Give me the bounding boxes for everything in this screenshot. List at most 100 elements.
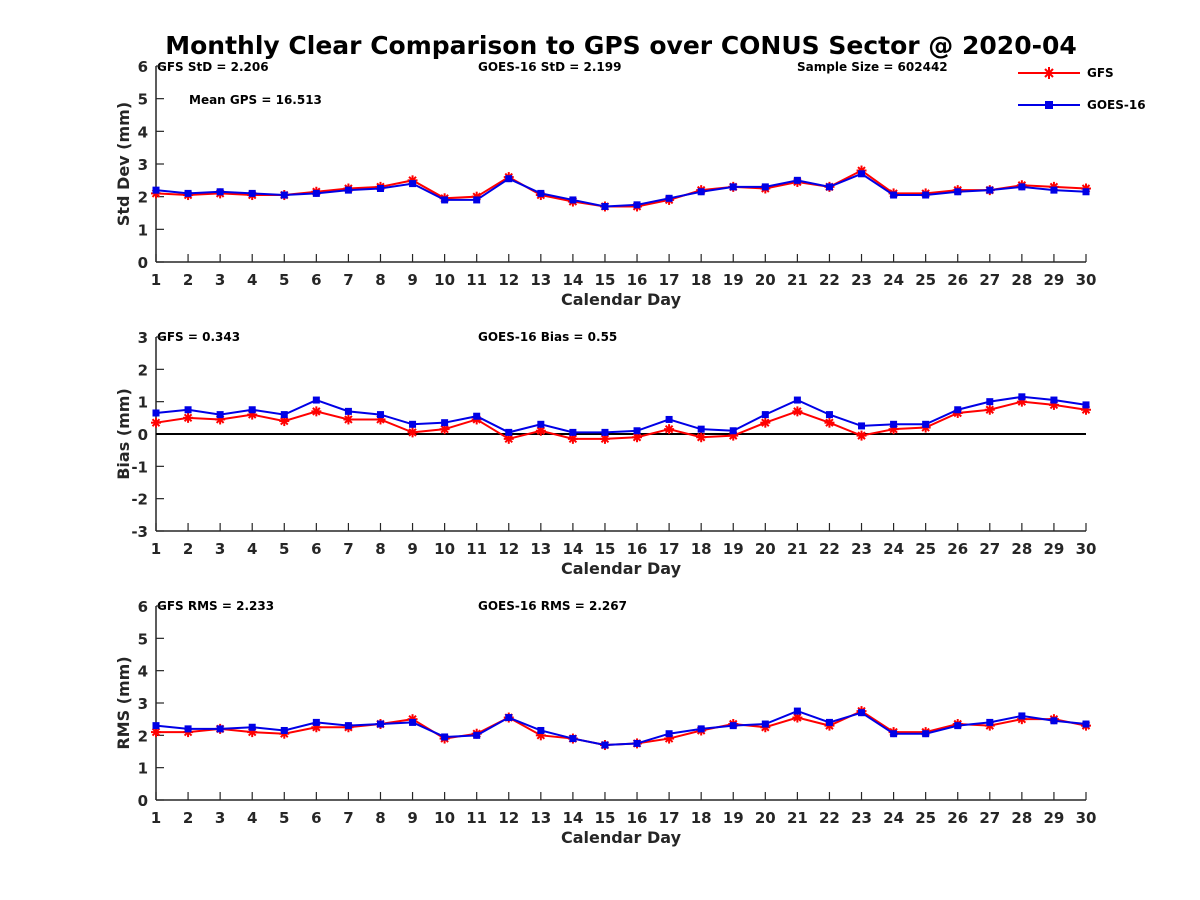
- data-point-goes16: [1018, 183, 1026, 191]
- data-point-goes16: [344, 186, 352, 194]
- data-point-goes16: [376, 411, 384, 419]
- data-point-goes16: [280, 191, 288, 199]
- figure-title: Monthly Clear Comparison to GPS over CON…: [165, 31, 1077, 60]
- x-tick-label: 9: [407, 809, 417, 827]
- x-tick-label: 17: [659, 271, 680, 289]
- data-point-gfs: [407, 427, 418, 438]
- x-tick-label: 1: [151, 809, 161, 827]
- data-point-goes16: [152, 186, 160, 194]
- y-tick-label: 2: [138, 361, 148, 379]
- data-point-goes16: [216, 411, 224, 419]
- y-tick-label: 2: [138, 727, 148, 745]
- data-point-goes16: [601, 428, 609, 436]
- x-tick-label: 10: [434, 809, 455, 827]
- data-point-goes16: [761, 720, 769, 728]
- annotation-gfs-std: GFS StD = 2.206: [157, 60, 269, 74]
- data-point-goes16: [697, 188, 705, 196]
- x-tick-label: 15: [595, 809, 616, 827]
- data-point-goes16: [409, 718, 417, 726]
- y-axis-label: Bias (mm): [114, 388, 133, 480]
- y-tick-label: 3: [138, 329, 148, 347]
- data-point-goes16: [858, 422, 866, 430]
- data-point-goes16: [825, 411, 833, 419]
- x-tick-label: 11: [466, 809, 487, 827]
- data-point-goes16: [954, 722, 962, 730]
- x-tick-label: 19: [723, 271, 744, 289]
- data-point-gfs: [856, 430, 867, 441]
- y-axis-label: RMS (mm): [114, 656, 133, 749]
- data-point-gfs: [343, 414, 354, 425]
- data-point-goes16: [216, 188, 224, 196]
- x-tick-label: 14: [562, 540, 583, 558]
- data-point-goes16: [1050, 186, 1058, 194]
- data-point-goes16: [473, 412, 481, 420]
- x-tick-label: 24: [883, 271, 904, 289]
- y-tick-label: 5: [138, 630, 148, 648]
- annotation-goes-std: GOES-16 StD = 2.199: [478, 60, 621, 74]
- data-point-goes16: [890, 420, 898, 428]
- data-point-goes16: [665, 415, 673, 423]
- x-tick-label: 3: [215, 271, 225, 289]
- x-tick-label: 22: [819, 809, 840, 827]
- data-point-goes16: [312, 189, 320, 197]
- data-point-goes16: [376, 185, 384, 192]
- data-point-goes16: [729, 722, 737, 730]
- series-line-goes16: [155, 710, 1087, 747]
- x-tick-label: 27: [979, 540, 1000, 558]
- x-tick-label: 27: [979, 271, 1000, 289]
- data-point-goes16: [825, 718, 833, 726]
- x-tick-label: 18: [691, 540, 712, 558]
- data-point-goes16: [697, 425, 705, 433]
- x-tick-label: 13: [530, 271, 551, 289]
- x-tick-label: 18: [691, 271, 712, 289]
- data-point-goes16: [344, 407, 352, 415]
- x-tick-label: 26: [947, 540, 968, 558]
- x-tick-label: 1: [151, 271, 161, 289]
- data-point-goes16: [376, 720, 384, 728]
- data-point-goes16: [858, 170, 866, 178]
- y-tick-label: 3: [138, 156, 148, 174]
- data-point-goes16: [633, 427, 641, 435]
- data-point-goes16: [248, 723, 256, 731]
- x-tick-label: 28: [1011, 809, 1032, 827]
- data-point-goes16: [248, 189, 256, 197]
- data-point-goes16: [954, 188, 962, 196]
- data-point-goes16: [537, 726, 545, 734]
- series-line-gfs: [155, 169, 1087, 208]
- data-point-goes16: [184, 406, 192, 414]
- data-point-goes16: [793, 176, 801, 184]
- x-tick-label: 27: [979, 809, 1000, 827]
- x-tick-label: 22: [819, 271, 840, 289]
- x-tick-label: 29: [1043, 271, 1064, 289]
- x-tick-label: 30: [1076, 271, 1097, 289]
- y-tick-label: 0: [138, 426, 148, 444]
- data-point-goes16: [761, 411, 769, 419]
- data-point-gfs: [792, 712, 803, 723]
- x-tick-label: 16: [627, 271, 648, 289]
- x-tick-label: 5: [279, 540, 289, 558]
- data-point-goes16: [665, 194, 673, 202]
- x-tick-label: 29: [1043, 809, 1064, 827]
- x-tick-label: 25: [915, 540, 936, 558]
- annotation-gfs-bias: GFS = 0.343: [157, 330, 240, 344]
- x-tick-label: 4: [247, 271, 257, 289]
- x-tick-label: 13: [530, 540, 551, 558]
- y-axis-label: Std Dev (mm): [114, 102, 133, 226]
- data-point-goes16: [922, 420, 930, 428]
- data-point-goes16: [152, 722, 160, 730]
- data-point-gfs: [311, 406, 322, 417]
- data-point-goes16: [569, 428, 577, 436]
- x-tick-label: 29: [1043, 540, 1064, 558]
- data-point-goes16: [1050, 396, 1058, 404]
- data-point-goes16: [152, 409, 160, 417]
- y-tick-label: 4: [138, 123, 148, 141]
- data-point-goes16: [569, 196, 577, 204]
- data-point-goes16: [280, 726, 288, 734]
- y-tick-label: 3: [138, 695, 148, 713]
- x-tick-label: 2: [183, 271, 193, 289]
- data-point-goes16: [761, 183, 769, 191]
- x-tick-label: 21: [787, 271, 808, 289]
- x-tick-label: 18: [691, 809, 712, 827]
- x-axis-label: Calendar Day: [561, 290, 682, 309]
- y-tick-label: 2: [138, 189, 148, 207]
